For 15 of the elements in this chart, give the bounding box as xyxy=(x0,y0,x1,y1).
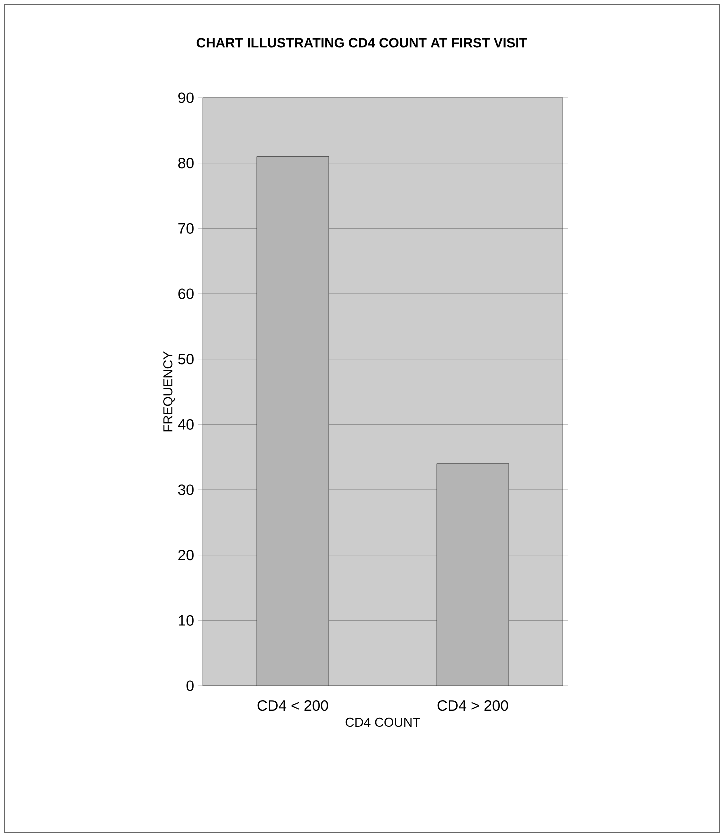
chart-title: CHART ILLUSTRATING CD4 COUNT AT FIRST VISIT xyxy=(196,38,528,48)
y-tick-label: 30 xyxy=(178,484,194,496)
y-tick-label: 60 xyxy=(178,288,194,300)
y-tick-label: 70 xyxy=(178,223,194,234)
y-tick-label: 0 xyxy=(186,680,194,692)
y-axis-title: FREQUENCY xyxy=(164,352,176,432)
y-tick-label: 10 xyxy=(179,615,194,626)
x-tick-label: CD4 > 200 xyxy=(438,700,508,712)
y-tick-label: 90 xyxy=(178,92,194,104)
y-tick-label: 80 xyxy=(178,158,194,169)
x-tick-label: CD4 < 200 xyxy=(258,700,328,712)
y-tick-label: 50 xyxy=(178,354,194,365)
y-tick-label: 40 xyxy=(178,419,194,430)
y-tick-label: 20 xyxy=(178,550,194,561)
x-axis-title: CD4 COUNT xyxy=(346,718,420,728)
